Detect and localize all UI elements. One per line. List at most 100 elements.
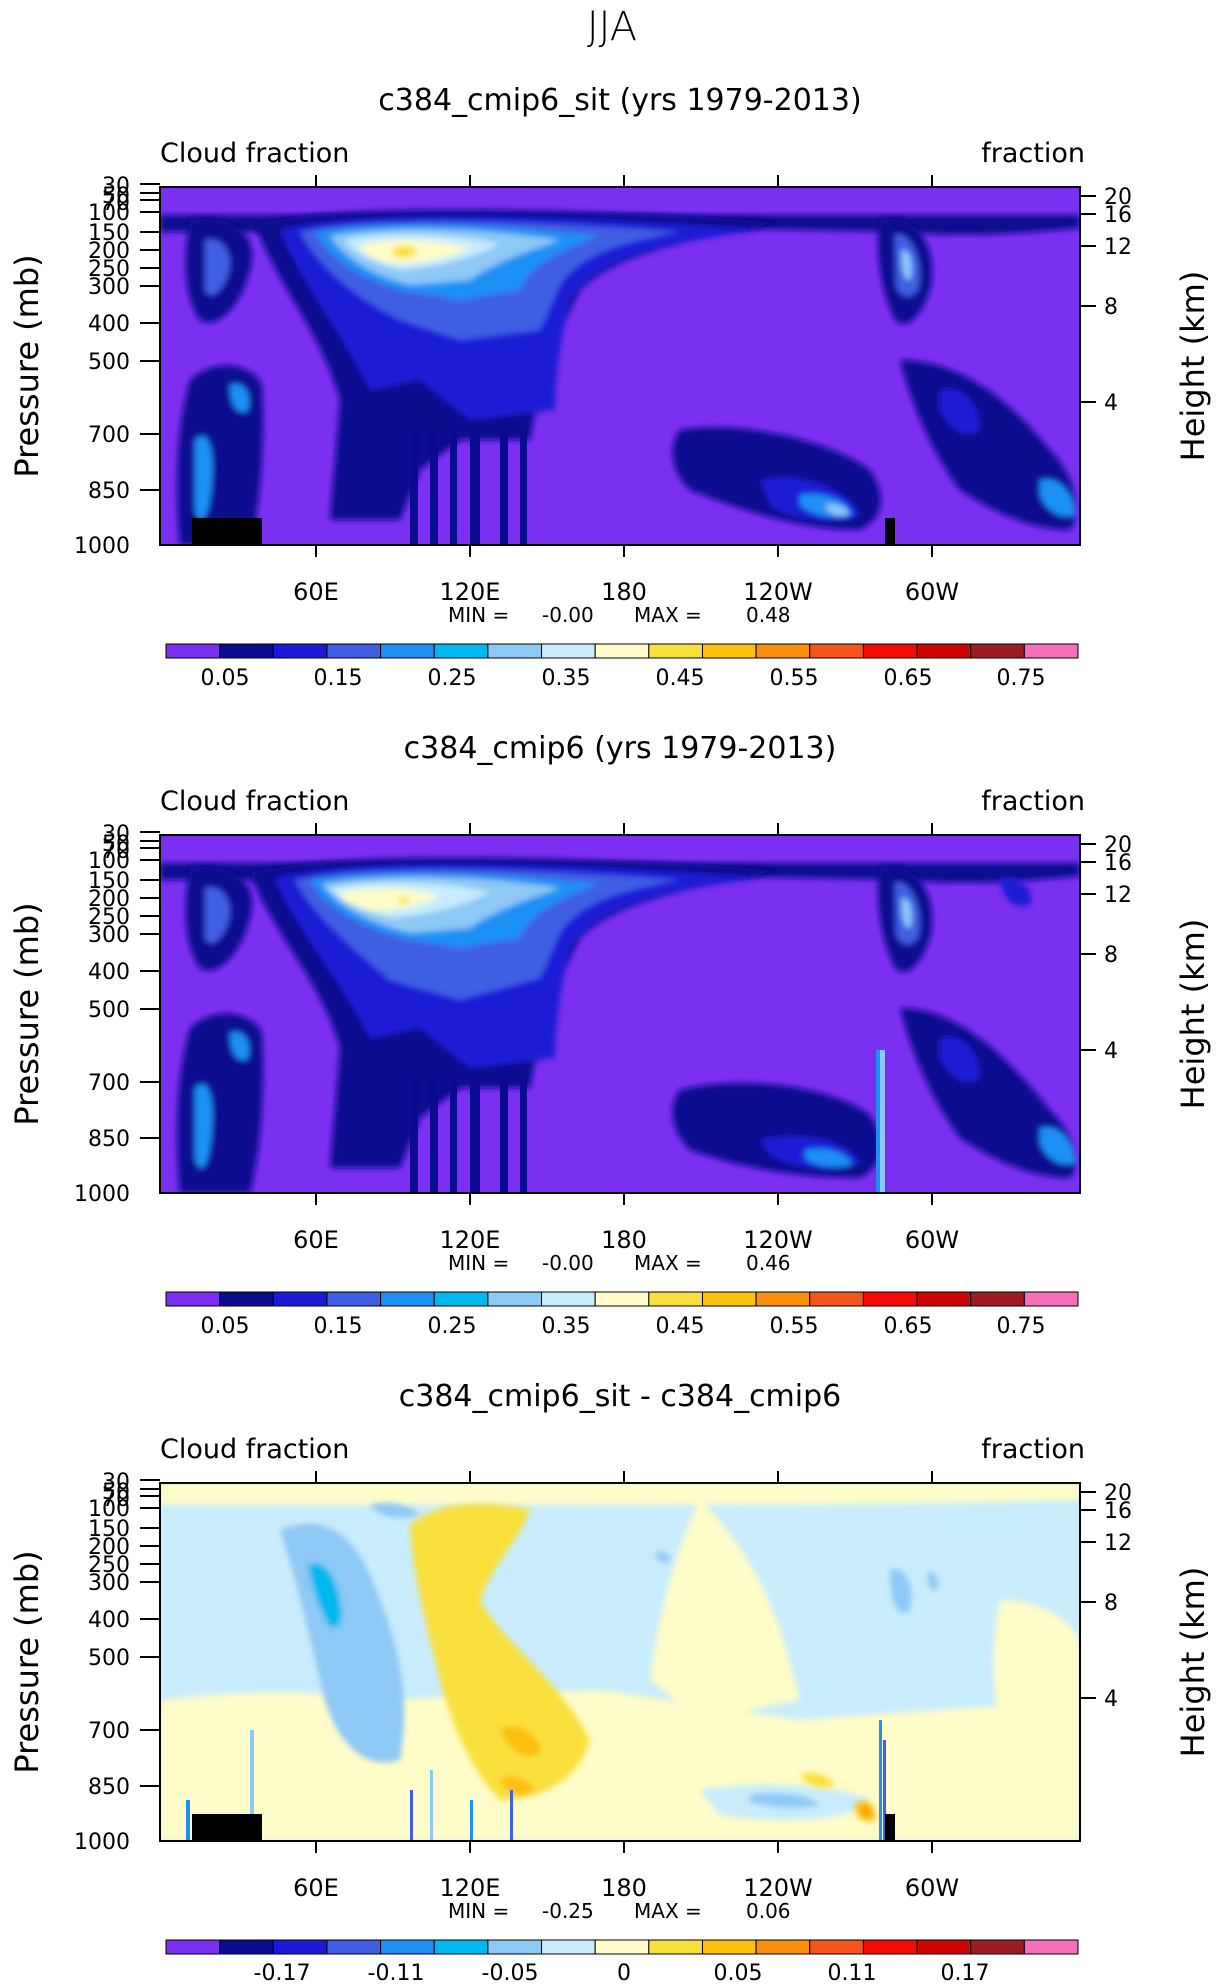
y-tick-label: 200 [88, 239, 130, 264]
africa-boundary-layer [177, 1013, 264, 1193]
y-tick-label: 30 [102, 174, 130, 199]
colorbar-swatch [433, 1939, 489, 1955]
y-tick-label: 200 [88, 1535, 130, 1560]
colorbar-swatch [970, 1939, 1025, 1955]
x-tick-label: 60E [293, 578, 339, 606]
left-label: Cloud fraction [160, 786, 349, 817]
x-tick-label: 180 [601, 578, 647, 606]
right-label: fraction [981, 138, 1085, 169]
colorbar-swatch [326, 1291, 382, 1307]
colorbar-label: -0.11 [368, 1961, 425, 1986]
y2-axis-title: Height (km) [1174, 919, 1212, 1110]
y-tick-label: 700 [88, 1071, 130, 1096]
x-tick-label: 180 [601, 1874, 647, 1902]
y-tick-label: 500 [88, 1646, 130, 1671]
y2-tick-label: 16 [1104, 1499, 1132, 1524]
y-tick-label: 400 [88, 960, 130, 985]
stat-min: -0.25 [542, 1899, 594, 1923]
x-tick-labels: 60E 120E 180 120W 60W [293, 578, 959, 606]
colorbar-swatch [916, 1939, 972, 1955]
y2-ticks [1080, 843, 1096, 1051]
x-tick-label: 120E [440, 1874, 501, 1902]
colorbar-swatch [541, 1291, 596, 1307]
y-tick-label: 400 [88, 1608, 130, 1633]
right-label: fraction [981, 786, 1085, 817]
y-tick-label: 700 [88, 1719, 130, 1744]
colorbar-swatch [541, 1939, 596, 1955]
colorbar-label: 0.05 [201, 666, 250, 691]
colorbar-label: 0.75 [997, 1314, 1046, 1339]
colorbar-swatch [487, 1939, 543, 1955]
colorbar-swatch [219, 643, 274, 659]
y2-tick-label: 16 [1104, 851, 1132, 876]
y-tick-label: 70 [102, 839, 130, 864]
panel-1: c384_cmip6_sit (yrs 1979-2013) Cloud fra… [8, 83, 1212, 691]
america-tower [878, 218, 932, 324]
colorbar-swatch [1023, 1291, 1079, 1307]
colorbar-swatch [487, 643, 543, 659]
colorbar-swatch [809, 1939, 864, 1955]
stat-max: 0.48 [746, 603, 791, 627]
y-tick-label: 1000 [74, 534, 130, 559]
colorbar [165, 1291, 1079, 1307]
y-tick-label: 250 [88, 1553, 130, 1578]
colorbar-swatch [272, 1291, 328, 1307]
colorbar-label: -0.17 [254, 1961, 311, 1986]
y-tick-label: 300 [88, 275, 130, 300]
y2-tick-label: 4 [1104, 391, 1118, 416]
contour-field [160, 835, 1080, 1193]
colorbar-swatch [380, 1291, 435, 1307]
y-tick-label: 1000 [74, 1182, 130, 1207]
stats-line: MIN = -0.00 MAX = 0.46 [448, 1251, 791, 1275]
y-tick-label: 150 [88, 221, 130, 246]
plot-frame [159, 1482, 1081, 1842]
colorbar-swatch [165, 1939, 221, 1955]
y-tick-label: 50 [102, 184, 130, 209]
y2-tick-label: 8 [1104, 295, 1118, 320]
colorbar-label: -0.05 [482, 1961, 539, 1986]
y2-tick-label: 8 [1104, 1591, 1118, 1616]
negative-western-column [280, 1503, 420, 1763]
y-ticks [140, 183, 160, 491]
y2-tick-labels: 20 16 12 8 4 [1104, 1481, 1132, 1712]
x-tick-label: 60W [905, 1874, 959, 1902]
y2-ticks [1080, 195, 1096, 403]
colorbar-swatch [916, 1291, 972, 1307]
colorbar-label: 0 [617, 1961, 631, 1986]
y-tick-label: 100 [88, 1497, 130, 1522]
y2-tick-label: 12 [1104, 1531, 1132, 1556]
right-label: fraction [981, 1434, 1085, 1465]
y2-tick-label: 4 [1104, 1687, 1118, 1712]
colorbar-swatch [755, 1939, 811, 1955]
africa-boundary-layer [177, 365, 264, 545]
x-tick-label: 60W [905, 1226, 959, 1254]
y-tick-label: 850 [88, 1775, 130, 1800]
maritime-continent-columns [410, 430, 527, 545]
x-tick-label: 120W [743, 578, 813, 606]
y-tick-label: 850 [88, 1127, 130, 1152]
x-tick-labels: 60E 120E 180 120W 60W [293, 1226, 959, 1254]
y-tick-labels: 30 50 70 100 150 200 250 300 400 500 700… [74, 1470, 130, 1855]
colorbar-swatch [648, 1291, 703, 1307]
stat-min: -0.00 [542, 603, 594, 627]
x-tick-label: 180 [601, 1226, 647, 1254]
stat-max: 0.06 [746, 1899, 791, 1923]
y-tick-labels: 30 50 70 100 150 200 250 300 400 500 700… [74, 174, 130, 559]
east-pacific-positive [800, 1773, 876, 1822]
figure-title: JJA [587, 4, 637, 50]
colorbar-swatch [380, 643, 435, 659]
stat-min-label: MIN = [448, 603, 509, 627]
colorbar-label: 0.25 [428, 666, 477, 691]
colorbar-swatch [862, 1291, 918, 1307]
y-axis-title: Pressure (mb) [8, 902, 46, 1125]
panel-title: c384_cmip6 (yrs 1979-2013) [404, 731, 837, 766]
y2-tick-label: 20 [1104, 1481, 1132, 1506]
colorbar-labels: 0.05 0.15 0.25 0.35 0.45 0.55 0.65 0.75 [201, 666, 1046, 691]
colorbar-swatch [272, 643, 328, 659]
x-tick-label: 120W [743, 1874, 813, 1902]
y-tick-label: 300 [88, 923, 130, 948]
colorbar-label: 0.75 [997, 666, 1046, 691]
america-tower [878, 866, 1031, 972]
asian-monsoon-anvil [250, 857, 780, 1168]
y2-tick-label: 16 [1104, 203, 1132, 228]
